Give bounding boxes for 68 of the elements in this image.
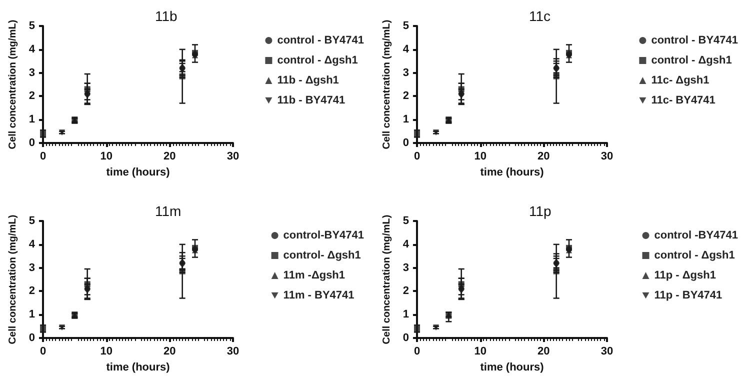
x-tick-label: 10 [474, 346, 486, 358]
legend-label: 11b - BY4741 [277, 94, 346, 106]
y-tick-label: 3 [402, 66, 410, 79]
y-tick-label: 3 [28, 66, 36, 79]
y-tick-label: 5 [402, 215, 410, 227]
y-axis-title: Cell concentration (mg/mL) [8, 214, 18, 344]
y-axis-title: Cell concentration (mg/mL) [382, 214, 392, 344]
x-tick-label: 30 [226, 150, 240, 162]
x-tick-label: 30 [600, 346, 614, 358]
y-tick-label: 2 [402, 90, 410, 102]
y-tick-label: 5 [402, 20, 410, 32]
y-tick-label: 4 [28, 43, 36, 56]
legend-label: 11m -Δgsh1 [283, 270, 346, 282]
x-tick-label: 0 [40, 150, 46, 162]
legend-label: 11c- BY4741 [651, 94, 716, 106]
y-tick-label: 1 [28, 308, 36, 321]
x-tick-label: 20 [164, 150, 176, 162]
x-tick-label: 10 [100, 346, 112, 358]
chart-title: 11p [529, 203, 552, 219]
legend-label: control - BY4741 [651, 34, 738, 46]
y-tick-label: 3 [402, 262, 410, 274]
x-tick-label: 0 [40, 346, 46, 358]
y-axis-title: Cell concentration (mg/mL) [382, 20, 392, 150]
legend-label: control-BY4741 [283, 230, 364, 242]
x-axis-title: time (hours) [106, 166, 170, 178]
x-axis-title: time (hours) [480, 362, 544, 374]
y-tick-label: 2 [402, 285, 410, 298]
y-tick-label: 2 [28, 90, 36, 102]
legend-label: control - Δgsh1 [651, 54, 732, 66]
legend-label: 11c- Δgsh1 [651, 74, 710, 86]
legend-label: 11p - Δgsh1 [654, 270, 716, 282]
y-tick-label: 1 [402, 308, 410, 321]
y-tick-label: 0 [402, 137, 410, 149]
legend-label: 11b - Δgsh1 [277, 74, 339, 86]
chart-title: 11c [529, 8, 551, 24]
legend-label: control- Δgsh1 [283, 250, 361, 262]
legend-label: control - BY4741 [277, 34, 364, 46]
x-tick-label: 0 [414, 150, 420, 162]
x-tick-label: 20 [164, 346, 176, 358]
x-axis-title: time (hours) [106, 362, 170, 374]
x-tick-label: 10 [100, 150, 112, 162]
y-tick-label: 0 [28, 332, 36, 344]
y-tick-label: 0 [28, 137, 36, 149]
y-axis-title: Cell concentration (mg/mL) [8, 20, 18, 150]
y-tick-label: 5 [28, 215, 36, 227]
x-tick-label: 20 [538, 346, 550, 358]
x-tick-label: 10 [474, 150, 486, 162]
x-tick-label: 20 [538, 150, 550, 162]
y-tick-label: 3 [28, 262, 36, 274]
chart-title: 11m [155, 203, 182, 219]
legend-label: control - Δgsh1 [277, 54, 358, 66]
y-tick-label: 1 [28, 114, 36, 126]
y-tick-label: 0 [402, 332, 410, 344]
y-tick-label: 4 [402, 43, 410, 56]
legend-label: 11p - BY4741 [654, 290, 722, 302]
y-tick-label: 1 [402, 114, 410, 126]
chart-title: 11b [155, 8, 178, 24]
x-tick-label: 0 [414, 346, 420, 358]
x-tick-label: 30 [600, 150, 614, 162]
x-tick-label: 30 [226, 346, 240, 358]
legend-label: control -BY4741 [654, 230, 738, 242]
y-tick-label: 5 [28, 20, 36, 32]
y-tick-label: 4 [402, 238, 410, 250]
legend-label: 11m - BY4741 [283, 290, 354, 302]
legend-label: control - Δgsh1 [654, 250, 735, 262]
y-tick-label: 2 [28, 285, 36, 298]
y-tick-label: 4 [28, 238, 36, 250]
x-axis-title: time (hours) [480, 166, 544, 178]
